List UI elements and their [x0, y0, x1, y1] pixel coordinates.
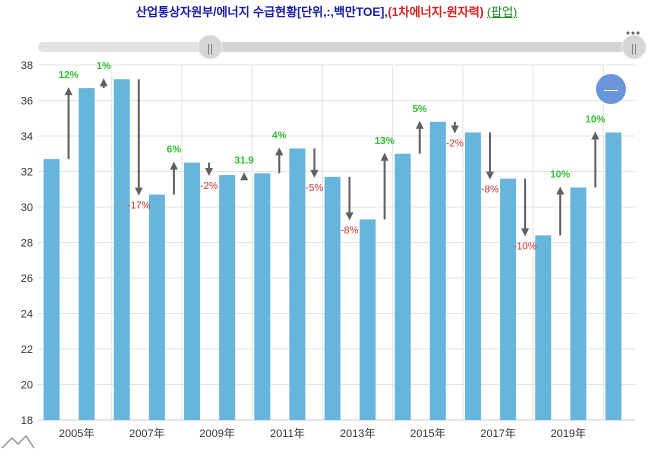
y-tick-label: 18: [21, 415, 33, 427]
slider-selected: [210, 42, 635, 52]
zoom-out-button[interactable]: —: [596, 74, 626, 104]
bar-2005[interactable]: [78, 88, 95, 420]
x-tick-label: 2017年: [480, 426, 515, 440]
bar-2018[interactable]: [535, 235, 552, 420]
change-label: -2%: [200, 181, 218, 192]
bar-2017[interactable]: [500, 178, 517, 420]
change-label: -8%: [481, 185, 499, 196]
svg-text:||: ||: [207, 43, 213, 55]
arrow-up-icon: [169, 161, 178, 170]
more-icon[interactable]: [626, 31, 640, 35]
change-label: -17%: [127, 201, 150, 212]
bar-2004[interactable]: [43, 159, 60, 420]
change-label: -5%: [305, 183, 323, 194]
arrow-down-icon: [450, 125, 459, 134]
x-tick-label: 2015年: [410, 426, 445, 440]
change-label: 5%: [413, 104, 428, 115]
arrow-up-icon: [591, 131, 600, 140]
x-tick-label: 2011年: [270, 426, 305, 440]
change-label: 4%: [272, 130, 287, 141]
change-label: -2%: [446, 138, 464, 149]
bar-2006[interactable]: [113, 79, 130, 420]
arrow-down-icon: [134, 187, 143, 196]
arrow-up-icon: [380, 152, 389, 161]
arrow-down-icon: [345, 212, 354, 221]
arrow-up-icon: [64, 87, 73, 96]
bar-2016[interactable]: [464, 132, 481, 420]
x-tick-label: 2013年: [340, 426, 375, 440]
bar-2019[interactable]: [570, 187, 587, 420]
popup-link[interactable]: (팝업): [487, 5, 518, 19]
y-tick-label: 24: [21, 309, 33, 321]
change-label: 31.9: [234, 155, 254, 166]
x-tick-label: 2005年: [59, 426, 94, 440]
zoom-out-label: —: [604, 81, 618, 97]
y-tick-label: 22: [21, 344, 33, 356]
arrow-up-icon: [415, 120, 424, 129]
y-tick-label: 20: [21, 380, 33, 392]
y-tick-label: 30: [21, 202, 33, 214]
bar-2007[interactable]: [148, 194, 165, 420]
change-label: 6%: [167, 145, 182, 156]
title-main: 산업통상자원부/에너지 수급현황[단위,:,백만TOE],: [135, 5, 388, 19]
bar-2010[interactable]: [254, 173, 271, 420]
change-label: -8%: [341, 225, 359, 236]
chart-title: 산업통상자원부/에너지 수급현황[단위,:,백만TOE],(1차에너지-원자력)…: [0, 3, 653, 20]
bar-2013[interactable]: [359, 219, 376, 420]
y-tick-label: 38: [21, 60, 33, 72]
y-tick-label: 36: [21, 96, 33, 108]
bar-2020[interactable]: [605, 132, 622, 420]
y-tick-label: 28: [21, 238, 33, 250]
arrow-down-icon: [310, 169, 319, 178]
bar-2015[interactable]: [429, 121, 446, 421]
change-label: 10%: [585, 114, 605, 125]
arrow-down-icon: [521, 228, 530, 237]
change-label: 10%: [550, 169, 570, 180]
slider-handle-left[interactable]: [197, 34, 223, 60]
logo-icon: [1, 434, 35, 449]
change-label: -10%: [513, 241, 536, 252]
y-tick-label: 32: [21, 167, 33, 179]
x-tick-label: 2007年: [129, 426, 164, 440]
y-tick-label: 34: [21, 131, 33, 143]
svg-text:||: ||: [631, 43, 637, 55]
bar-2008[interactable]: [184, 162, 201, 420]
arrow-up-icon: [556, 186, 565, 195]
bar-2012[interactable]: [324, 176, 341, 420]
arrow-up-icon: [99, 78, 108, 87]
change-label: 13%: [375, 136, 395, 147]
arrow-up-icon: [275, 147, 284, 156]
arrow-down-icon: [205, 168, 214, 177]
x-tick-label: 2019年: [551, 426, 586, 440]
arrow-up-icon: [240, 172, 249, 181]
y-tick-label: 26: [21, 273, 33, 285]
x-tick-label: 2009年: [199, 426, 234, 440]
arrow-down-icon: [485, 171, 494, 180]
title-sub: (1차에너지-원자력): [387, 5, 484, 19]
change-label: 12%: [59, 70, 79, 81]
bar-2014[interactable]: [394, 153, 411, 420]
bar-2009[interactable]: [219, 175, 236, 420]
bar-2011[interactable]: [289, 148, 306, 421]
change-label: 1%: [96, 61, 111, 72]
slider-handle-right[interactable]: [621, 34, 647, 60]
range-slider[interactable]: || ||: [38, 31, 647, 60]
